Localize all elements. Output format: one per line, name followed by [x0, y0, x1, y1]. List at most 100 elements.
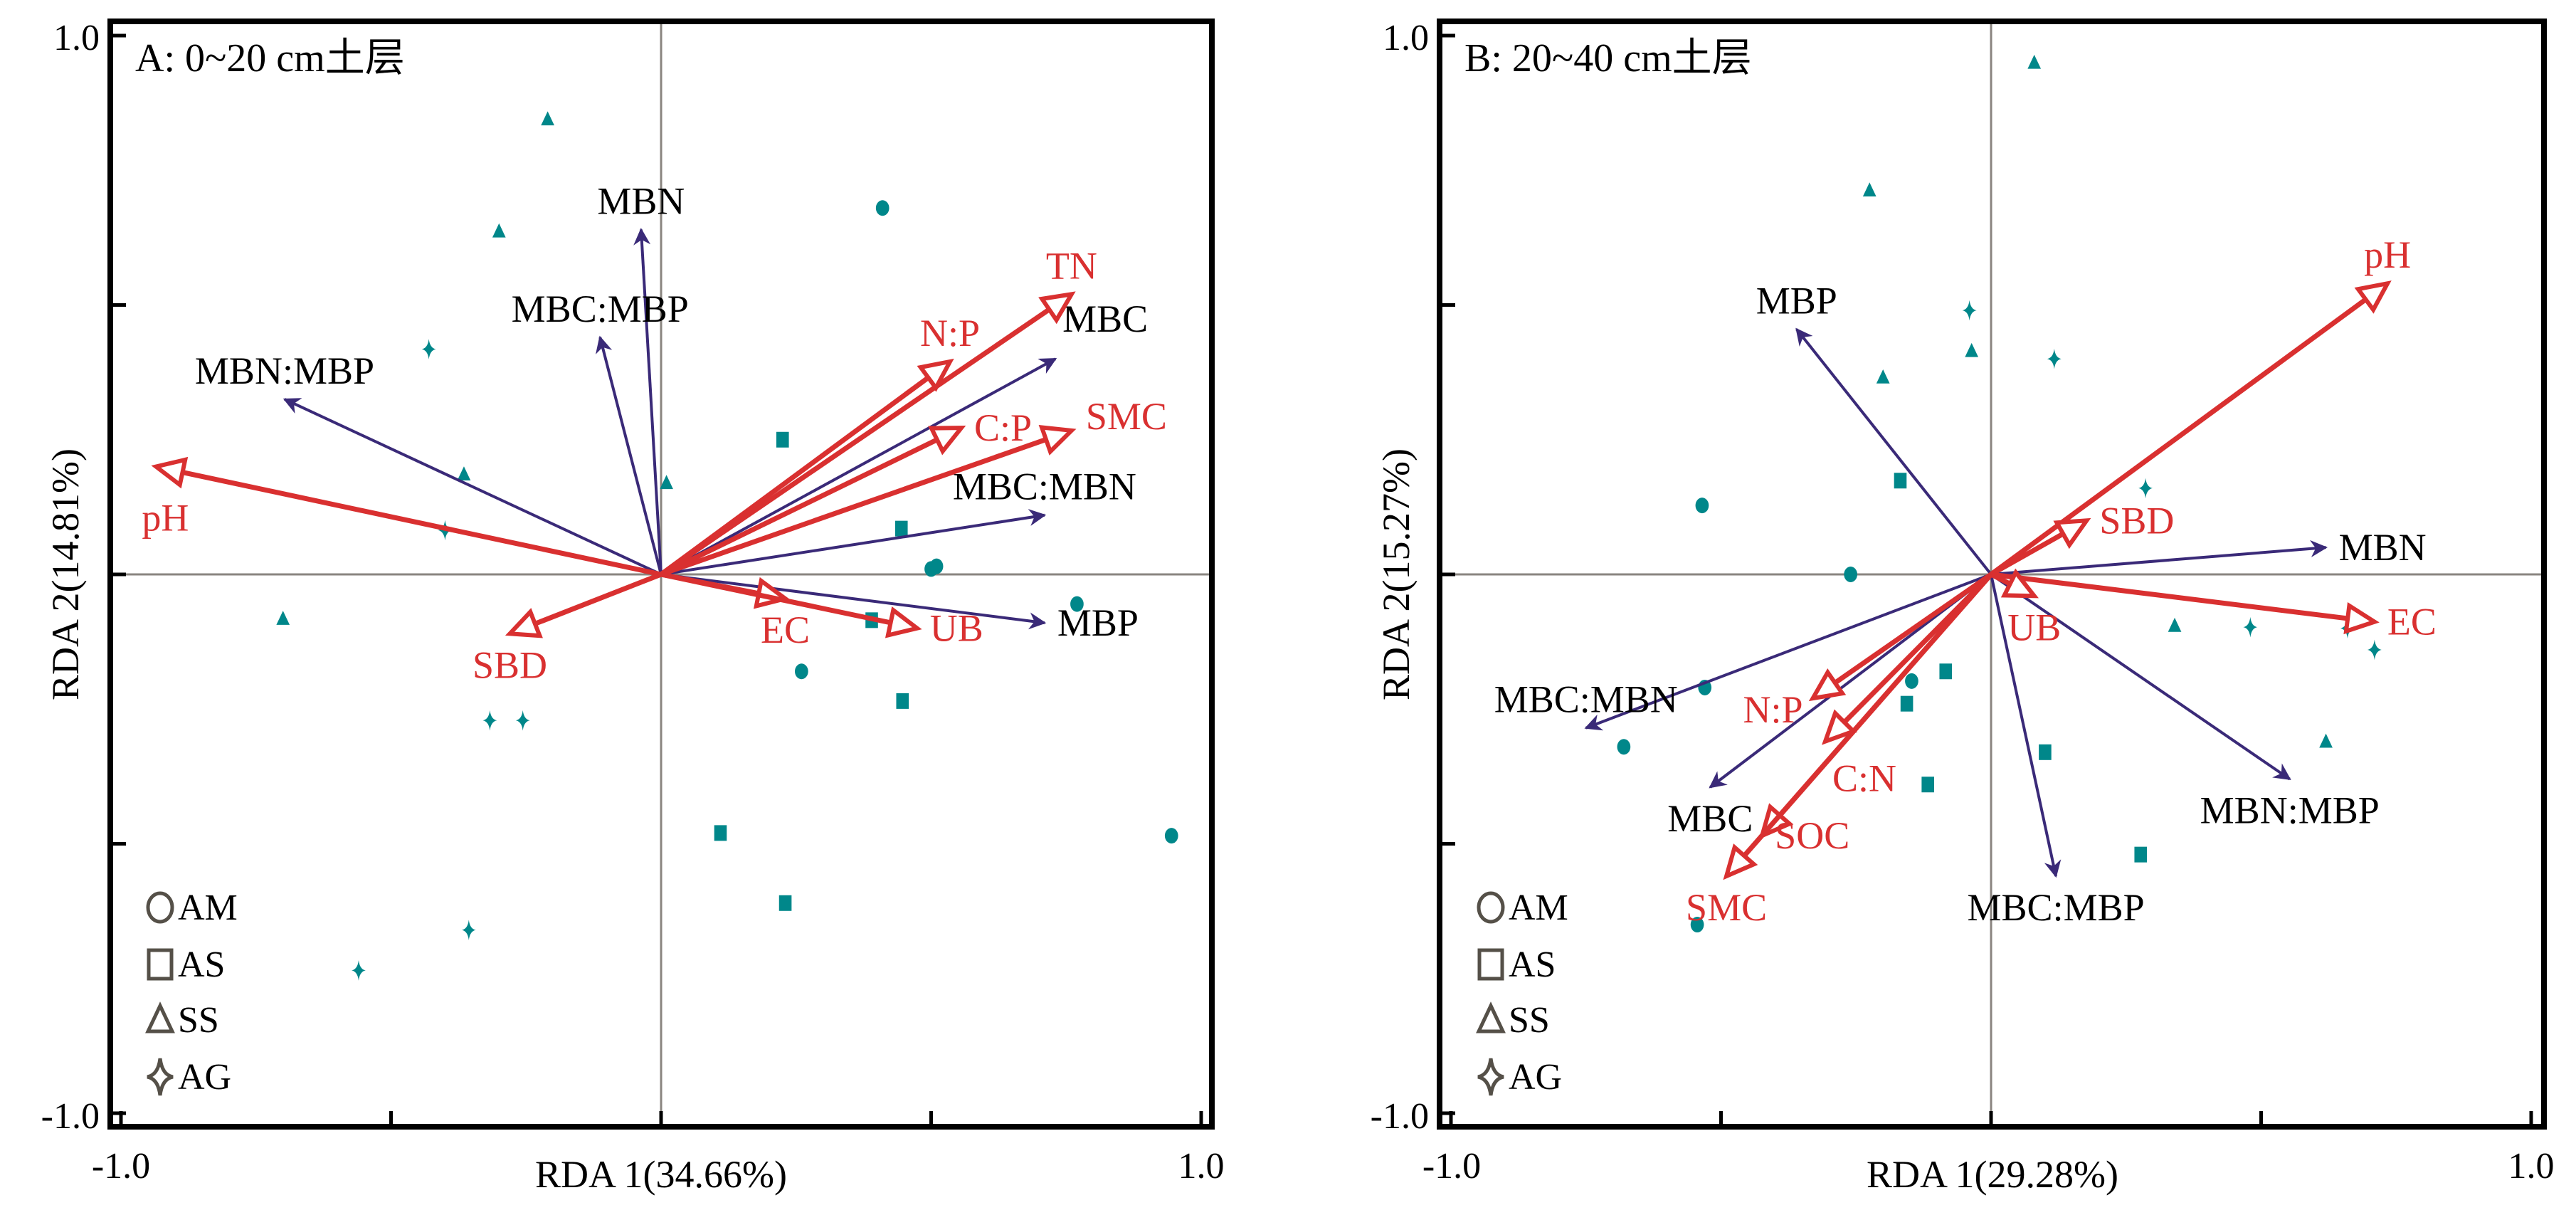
legend-symbol-ss: [1476, 1001, 1506, 1033]
sample-point-ss: [660, 475, 673, 490]
env-arrowhead-ub: [2000, 568, 2039, 599]
env-arrowhead-sbd: [2053, 517, 2091, 549]
panel-a-ytick-bottom: -1.0: [41, 1096, 100, 1137]
panel-b-ytick-top: 1.0: [1383, 18, 1429, 58]
panel-b-legend: AM AS SS AG: [1509, 888, 1568, 1098]
sample-point-am: [1617, 739, 1631, 755]
env-arrowhead-ph: [2354, 280, 2392, 314]
species-arrow-mbn-mbp: [1990, 573, 2291, 781]
env-label-ub: UB: [930, 607, 983, 650]
sample-point-ss: [276, 611, 290, 625]
panel-b-xtick-left: -1.0: [1422, 1146, 1481, 1187]
plot-frame: [1437, 19, 2547, 1130]
env-arrow-ph: [1989, 297, 2368, 577]
env-label-c-n: C:N: [1832, 757, 1896, 800]
species-label-mbc-mbp: MBC:MBP: [512, 288, 689, 330]
env-arrowhead-tn: [1038, 291, 1076, 325]
env-arrowhead-ec: [2343, 602, 2380, 635]
species-arrow-mbp: [1795, 327, 1992, 576]
panel-a-xtick-left: -1.0: [92, 1146, 150, 1187]
species-arrow-mbn: [1990, 540, 2328, 576]
sample-point-ss: [1965, 342, 1979, 357]
sample-point-as: [776, 431, 789, 448]
sample-point-as: [1921, 777, 1934, 793]
panel-b-xtick-right: 1.0: [2508, 1146, 2555, 1187]
sample-point-am: [1844, 567, 1858, 582]
species-arrow-mbn: [633, 228, 663, 575]
sample-point-ag: [515, 710, 530, 731]
sample-point-ss: [541, 111, 554, 126]
sample-point-as: [2039, 744, 2052, 760]
legend-symbol-ag: [1477, 1058, 1504, 1096]
env-arrowhead-smc: [1723, 843, 1758, 880]
sample-points: [1617, 54, 2382, 933]
legend-symbol-ss: [145, 1001, 175, 1033]
sample-point-am: [1695, 498, 1709, 514]
env-arrow-ub: [660, 572, 892, 626]
legend-label-ag: AG: [1509, 1057, 1562, 1098]
sample-point-am: [1070, 596, 1084, 612]
env-label-ph: pH: [2364, 233, 2411, 276]
legend-label-ag: AG: [178, 1057, 231, 1098]
panel-b-title: B: 20~40 cm土层: [1464, 36, 1752, 80]
env-label-c-p: C:P: [974, 406, 1032, 449]
sample-point-ss: [1862, 182, 1876, 197]
sample-point-as: [1894, 473, 1907, 489]
env-arrowhead-ub: [885, 606, 922, 638]
legend-symbol-am: [1477, 891, 1505, 924]
env-arrow-sbd: [534, 572, 663, 626]
env-label-ec: EC: [761, 609, 810, 651]
env-arrow-smc: [1742, 572, 1993, 858]
species-label-mbp: MBP: [1057, 601, 1139, 644]
panel-b-ylabel: RDA 2(15.27%): [1375, 448, 1418, 700]
panel-a-xtick-right: 1.0: [1178, 1146, 1225, 1187]
sample-point-ss: [2027, 54, 2042, 69]
env-arrow-n-p: [1833, 572, 1992, 685]
sample-point-am: [929, 558, 944, 574]
plot-area: MBP MBN MBC:MBN MBC MBC:MBP MBN:MBP pH SBD EC UB N…: [1437, 19, 2547, 1130]
legend-symbol-as: [1477, 948, 1504, 981]
plot-area: MBN MBC:MBP MBN:MBP MBC MBC:MBN MBP pH SBD TN N:P…: [107, 19, 1215, 1130]
env-arrow-smc: [660, 437, 1047, 577]
species-arrow-mbc-mbn: [1584, 573, 1992, 731]
env-label-smc: SMC: [1686, 886, 1767, 929]
sample-point-ss: [492, 223, 506, 238]
env-label-ec: EC: [2387, 601, 2437, 643]
sample-point-ss: [2168, 617, 2182, 632]
panel-b-xlabel: RDA 1(29.28%): [1867, 1153, 2118, 1196]
env-arrow-ub: [1990, 572, 2012, 586]
sample-point-am: [1164, 828, 1178, 844]
sample-point-ag: [2047, 348, 2062, 369]
sample-point-ag: [482, 710, 497, 731]
env-arrowhead-sbd: [505, 608, 543, 638]
env-arrowhead-smc: [1038, 424, 1077, 456]
panel-a-legend: AM AS SS AG: [178, 888, 238, 1098]
panel-a-ylabel: RDA 2(14.81%): [44, 448, 87, 700]
env-label-n-p: N:P: [1743, 688, 1802, 731]
sample-points: [276, 111, 1178, 981]
sample-point-as: [714, 825, 727, 841]
env-arrowhead-ph: [151, 456, 189, 489]
env-label-soc: SOC: [1775, 814, 1849, 857]
sample-point-am: [875, 200, 890, 216]
legend-label-as: AS: [178, 945, 225, 985]
env-arrow-c-p: [660, 437, 939, 577]
env-label-sbd: SBD: [473, 643, 547, 686]
sample-point-am: [1690, 917, 1704, 933]
panel-b-ytick-bottom: -1.0: [1371, 1096, 1429, 1137]
legend-label-ss: SS: [1509, 1000, 1550, 1041]
legend-symbol-am: [146, 891, 174, 924]
env-arrowhead-c-n: [1822, 709, 1858, 745]
species-label-mbn-mbp: MBN:MBP: [195, 349, 374, 392]
species-arrow-mbc: [660, 357, 1057, 576]
env-arrowhead-c-p: [928, 426, 966, 456]
species-arrow-mbp: [660, 573, 1047, 630]
sample-point-as: [778, 895, 792, 911]
sample-point-as: [2134, 846, 2148, 863]
env-arrow-ph: [181, 470, 662, 577]
panel-a: MBN MBC:MBP MBN:MBP MBC MBC:MBN MBP pH SBD TN N:P…: [41, 18, 1225, 1196]
env-label-tn: TN: [1046, 244, 1097, 287]
sample-point-ag: [421, 339, 436, 359]
species-arrow-mbc-mbn: [660, 509, 1047, 576]
